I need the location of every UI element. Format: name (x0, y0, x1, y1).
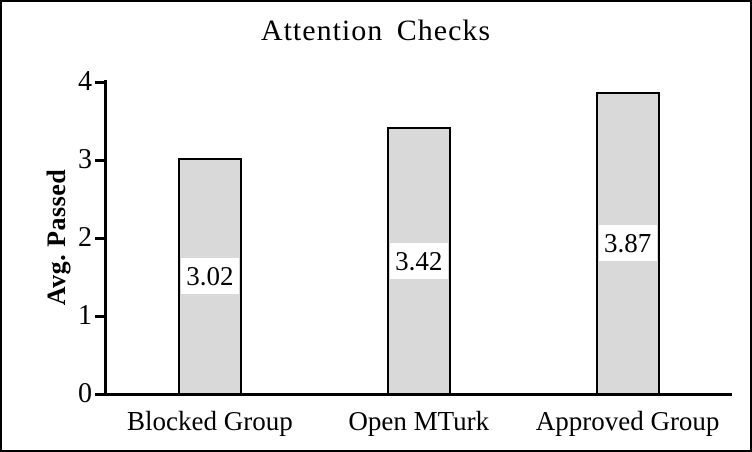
y-tick-mark-4 (94, 80, 105, 84)
y-tick-mark-0 (94, 392, 105, 396)
y-tick-label-0: 0 (78, 378, 92, 409)
y-tick-label-2: 2 (78, 222, 92, 253)
bar-value-label-open-mturk: 3.42 (389, 242, 448, 279)
y-tick-mark-1 (94, 314, 105, 318)
y-tick-label-3: 3 (78, 144, 92, 175)
y-tick-mark-3 (94, 158, 105, 162)
bar-value-label-blocked-group: 3.02 (180, 258, 239, 295)
chart-title: Attention Checks (260, 14, 492, 47)
y-tick-mark-2 (94, 236, 105, 240)
x-category-label-open-mturk: Open MTurk (348, 406, 490, 436)
bar-value-label-approved-group: 3.87 (598, 225, 657, 262)
x-category-label-approved-group: Approved Group (535, 406, 720, 436)
x-category-label-blocked-group: Blocked Group (127, 406, 293, 436)
y-tick-label-1: 1 (78, 300, 92, 331)
y-axis-line (104, 80, 107, 396)
y-tick-label-4: 4 (78, 66, 92, 97)
